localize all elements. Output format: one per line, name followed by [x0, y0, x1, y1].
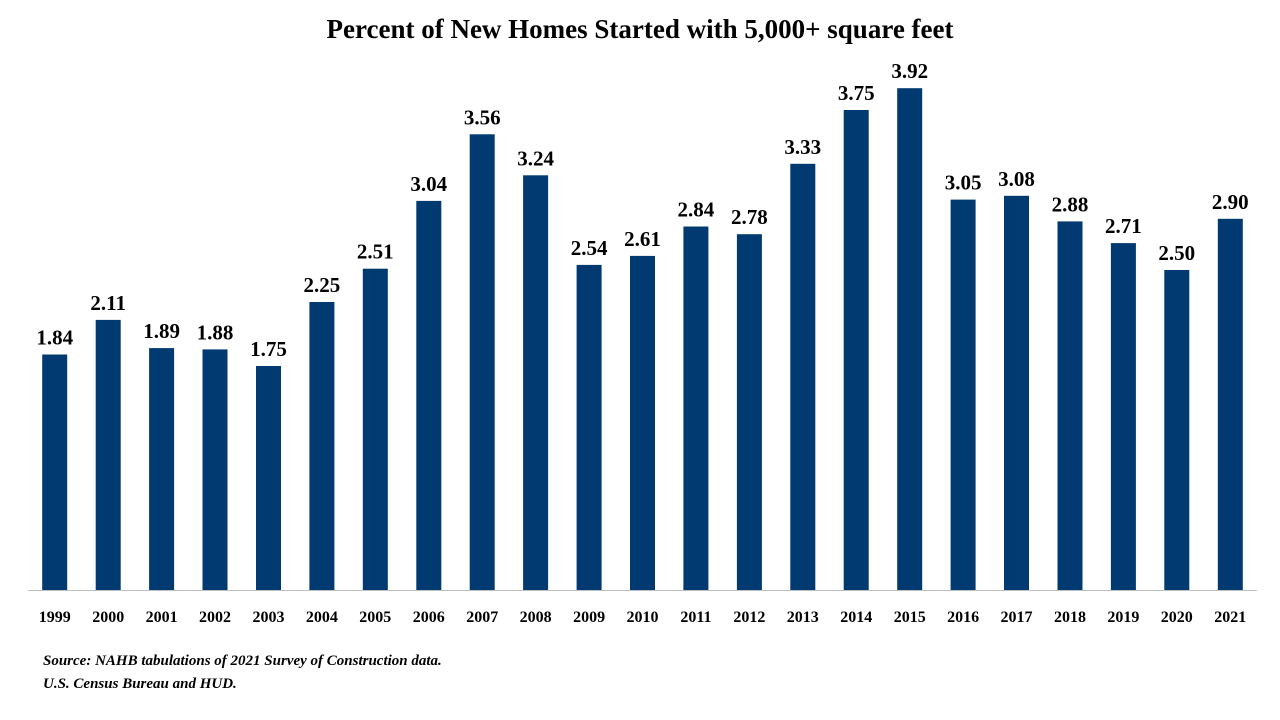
bar-2001 [149, 348, 175, 590]
x-tick-label-2016: 2016 [947, 609, 979, 626]
x-tick-label-2004: 2004 [306, 609, 338, 626]
value-label-2010: 2.61 [624, 227, 661, 251]
x-tick-label-2013: 2013 [787, 609, 819, 626]
bar-2005 [362, 268, 388, 590]
bar-2007 [469, 134, 495, 591]
value-label-2000: 2.11 [90, 291, 126, 315]
x-tick-label-2018: 2018 [1054, 609, 1086, 626]
bar-2004 [309, 302, 335, 590]
value-label-2012: 2.78 [731, 205, 768, 229]
x-tick-label-2007: 2007 [466, 609, 498, 626]
value-label-2018: 2.88 [1052, 192, 1089, 216]
bar-2006 [416, 200, 442, 590]
bar-2002 [202, 349, 228, 590]
x-tick-label-2021: 2021 [1214, 609, 1246, 626]
value-label-2003: 1.75 [250, 337, 287, 361]
x-tick-label-2003: 2003 [253, 609, 285, 626]
value-label-2009: 2.54 [571, 236, 608, 260]
value-label-2015: 3.92 [891, 59, 928, 83]
bar-2008 [523, 175, 549, 591]
value-label-2006: 3.04 [410, 172, 447, 196]
value-label-2016: 3.05 [945, 171, 982, 195]
x-tick-label-2001: 2001 [146, 609, 178, 626]
bars-layer [42, 88, 1243, 591]
x-tick-label-1999: 1999 [39, 609, 71, 626]
x-tick-label-2011: 2011 [680, 609, 711, 626]
value-label-2017: 3.08 [998, 167, 1035, 191]
value-label-2013: 3.33 [784, 135, 821, 159]
value-label-2005: 2.51 [357, 240, 394, 264]
bar-2019 [1110, 243, 1136, 590]
value-label-2004: 2.25 [304, 273, 341, 297]
value-label-2019: 2.71 [1105, 214, 1142, 238]
bar-2010 [630, 255, 655, 590]
value-label-2014: 3.75 [838, 81, 875, 105]
bar-2017 [1004, 195, 1029, 591]
x-tick-label-2019: 2019 [1107, 609, 1139, 626]
bar-2020 [1164, 270, 1190, 590]
x-tick-label-2009: 2009 [573, 609, 605, 626]
value-label-2002: 1.88 [197, 320, 234, 344]
x-tick-label-2002: 2002 [199, 609, 231, 626]
value-label-2020: 2.50 [1158, 241, 1195, 265]
chart-title: Percent of New Homes Started with 5,000+… [326, 14, 954, 44]
x-tick-labels-layer: 1999 2000 2001 2002 2003 2004 2005 2006 2007 2008… [39, 609, 1247, 626]
bar-2011 [683, 226, 709, 590]
source-note-line-1: Source: NAHB tabulations of 2021 Survey … [43, 653, 442, 669]
value-label-2001: 1.89 [143, 319, 180, 343]
bar-2015 [897, 88, 923, 590]
bar-2003 [256, 366, 281, 590]
x-tick-label-2020: 2020 [1161, 609, 1193, 626]
x-tick-label-2014: 2014 [840, 609, 872, 626]
value-labels-layer: 1.84 2.11 1.89 1.88 1.75 2.25 2.51 3.04 3.56 3.24… [36, 59, 1248, 361]
bar-2016 [950, 199, 976, 590]
x-tick-label-2012: 2012 [733, 609, 765, 626]
x-tick-label-2010: 2010 [627, 609, 659, 626]
value-label-1999: 1.84 [36, 326, 73, 350]
x-tick-label-2000: 2000 [92, 609, 124, 626]
bar-2000 [95, 319, 121, 590]
x-tick-label-2005: 2005 [359, 609, 391, 626]
value-label-2021: 2.90 [1212, 190, 1249, 214]
bar-2013 [790, 163, 816, 591]
bar-2018 [1057, 221, 1083, 590]
value-label-2008: 3.24 [517, 146, 554, 170]
x-tick-label-2008: 2008 [520, 609, 552, 626]
bar-2021 [1217, 218, 1243, 591]
x-tick-label-2006: 2006 [413, 609, 445, 626]
bar-2012 [736, 234, 762, 590]
source-note-line-2: U.S. Census Bureau and HUD. [43, 676, 237, 692]
bar-1999 [42, 354, 68, 590]
bar-2009 [576, 264, 602, 590]
value-label-2011: 2.84 [678, 198, 715, 222]
value-label-2007: 3.56 [464, 105, 501, 129]
x-tick-label-2017: 2017 [1001, 609, 1033, 626]
x-tick-label-2015: 2015 [894, 609, 926, 626]
bar-2014 [843, 110, 869, 590]
